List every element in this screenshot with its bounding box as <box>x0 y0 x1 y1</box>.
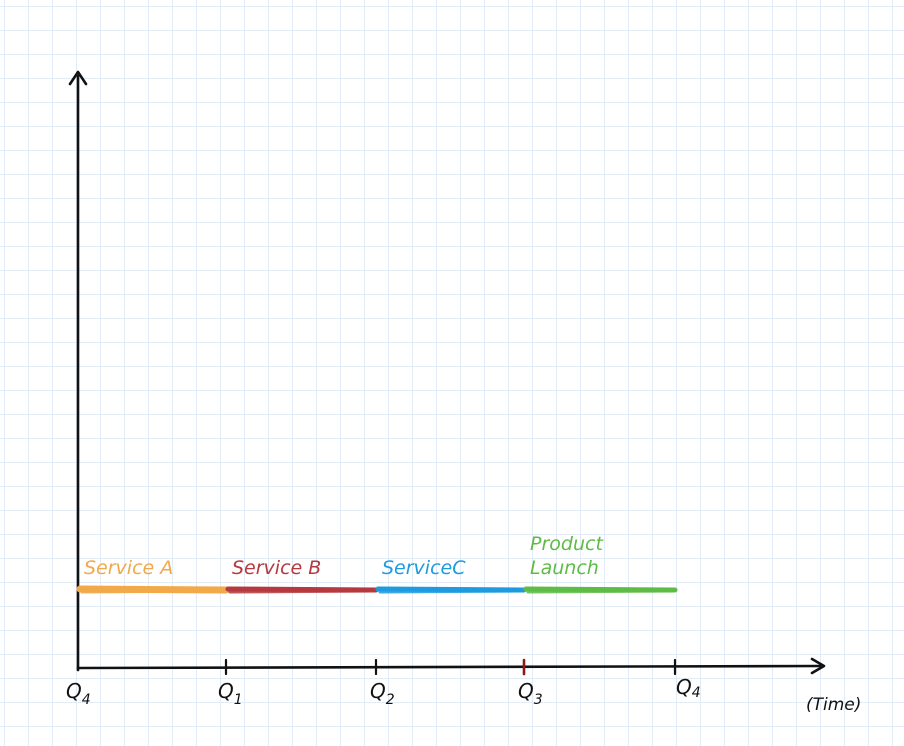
x-tick-labels: Q4 Q1 Q2 Q3 Q4 (Time) <box>66 675 861 715</box>
x-axis-title: (Time) <box>806 695 861 715</box>
segment-label: ServiceC <box>382 557 466 579</box>
segment-label: Service A <box>84 557 173 579</box>
tick-label-1: Q1 <box>218 679 243 708</box>
tick-label-3: Q3 <box>518 679 543 708</box>
segment-label: Product <box>530 533 604 555</box>
tick-label-4: Q4 <box>676 675 701 701</box>
segment-bar-scribble <box>228 589 376 594</box>
segment-1: Service A <box>76 557 230 594</box>
segment-label: Service B <box>232 557 321 579</box>
segment-bar-scribble <box>526 589 675 594</box>
y-axis-arrowhead <box>68 70 88 86</box>
tick-label-0: Q4 <box>66 679 91 708</box>
x-tick-marks <box>224 658 677 676</box>
segment-label: Launch <box>530 557 599 579</box>
x-axis-arrowhead <box>810 657 826 675</box>
tick-label-2: Q2 <box>370 679 395 708</box>
segment-bar-scribble <box>80 589 226 594</box>
segment-3: ServiceC <box>375 557 527 594</box>
x-axis <box>76 664 822 670</box>
segment-bar-scribble <box>378 589 524 594</box>
segment-2: Service B <box>225 557 379 594</box>
